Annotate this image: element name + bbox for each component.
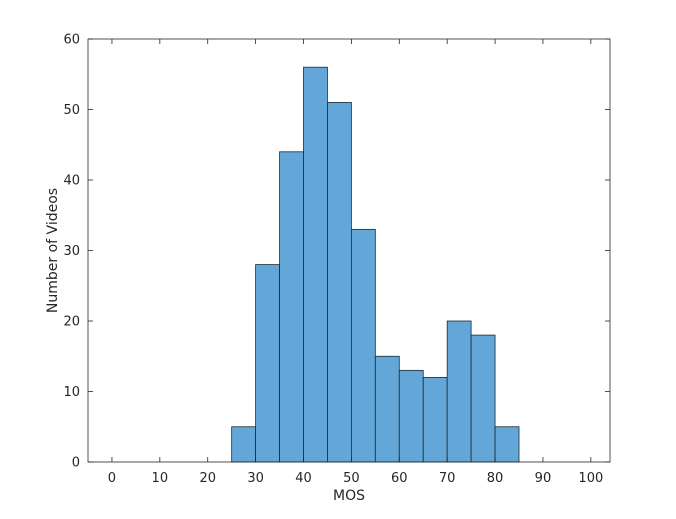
x-axis-ticks: 0 10 20 30 40 50 60 70 80 90 100 <box>108 39 603 486</box>
y-axis-ticks: 0 10 20 30 40 50 60 <box>63 33 610 471</box>
y-tick-label-3: 30 <box>63 244 80 259</box>
x-axis-label: MOS <box>333 488 365 504</box>
y-tick-label-4: 40 <box>63 174 80 189</box>
histogram-bar-3 <box>303 66 328 463</box>
x-tick-label-0: 0 <box>108 471 116 486</box>
bars-group <box>231 66 520 463</box>
histogram-bar-1 <box>255 264 280 463</box>
y-tick-label-6: 60 <box>63 33 80 48</box>
y-tick-label-2: 20 <box>63 315 80 330</box>
histogram-bar-5 <box>350 228 376 463</box>
x-tick-label-10: 100 <box>578 471 603 486</box>
histogram-bar-7 <box>398 369 424 463</box>
histogram-bar-6 <box>374 355 400 463</box>
histogram-bar-10 <box>470 334 496 463</box>
x-tick-label-2: 20 <box>199 471 216 486</box>
y-axis-label: Number of Videos <box>45 188 61 313</box>
x-tick-label-9: 90 <box>535 471 552 486</box>
histogram-bar-0 <box>231 426 257 463</box>
histogram-bar-4 <box>327 102 352 463</box>
y-tick-label-0: 0 <box>72 456 80 471</box>
x-tick-label-8: 80 <box>487 471 504 486</box>
x-tick-label-6: 60 <box>391 471 408 486</box>
x-tick-label-5: 50 <box>343 471 360 486</box>
x-tick-label-7: 70 <box>439 471 456 486</box>
histogram-bar-8 <box>422 376 448 463</box>
y-tick-label-1: 10 <box>63 385 80 400</box>
x-tick-label-3: 30 <box>247 471 264 486</box>
x-tick-label-4: 40 <box>295 471 312 486</box>
histogram-bar-2 <box>279 151 304 463</box>
y-tick-label-5: 50 <box>63 103 80 118</box>
histogram-bar-11 <box>494 426 520 463</box>
histogram-bar-9 <box>446 320 472 463</box>
x-tick-label-1: 10 <box>152 471 169 486</box>
